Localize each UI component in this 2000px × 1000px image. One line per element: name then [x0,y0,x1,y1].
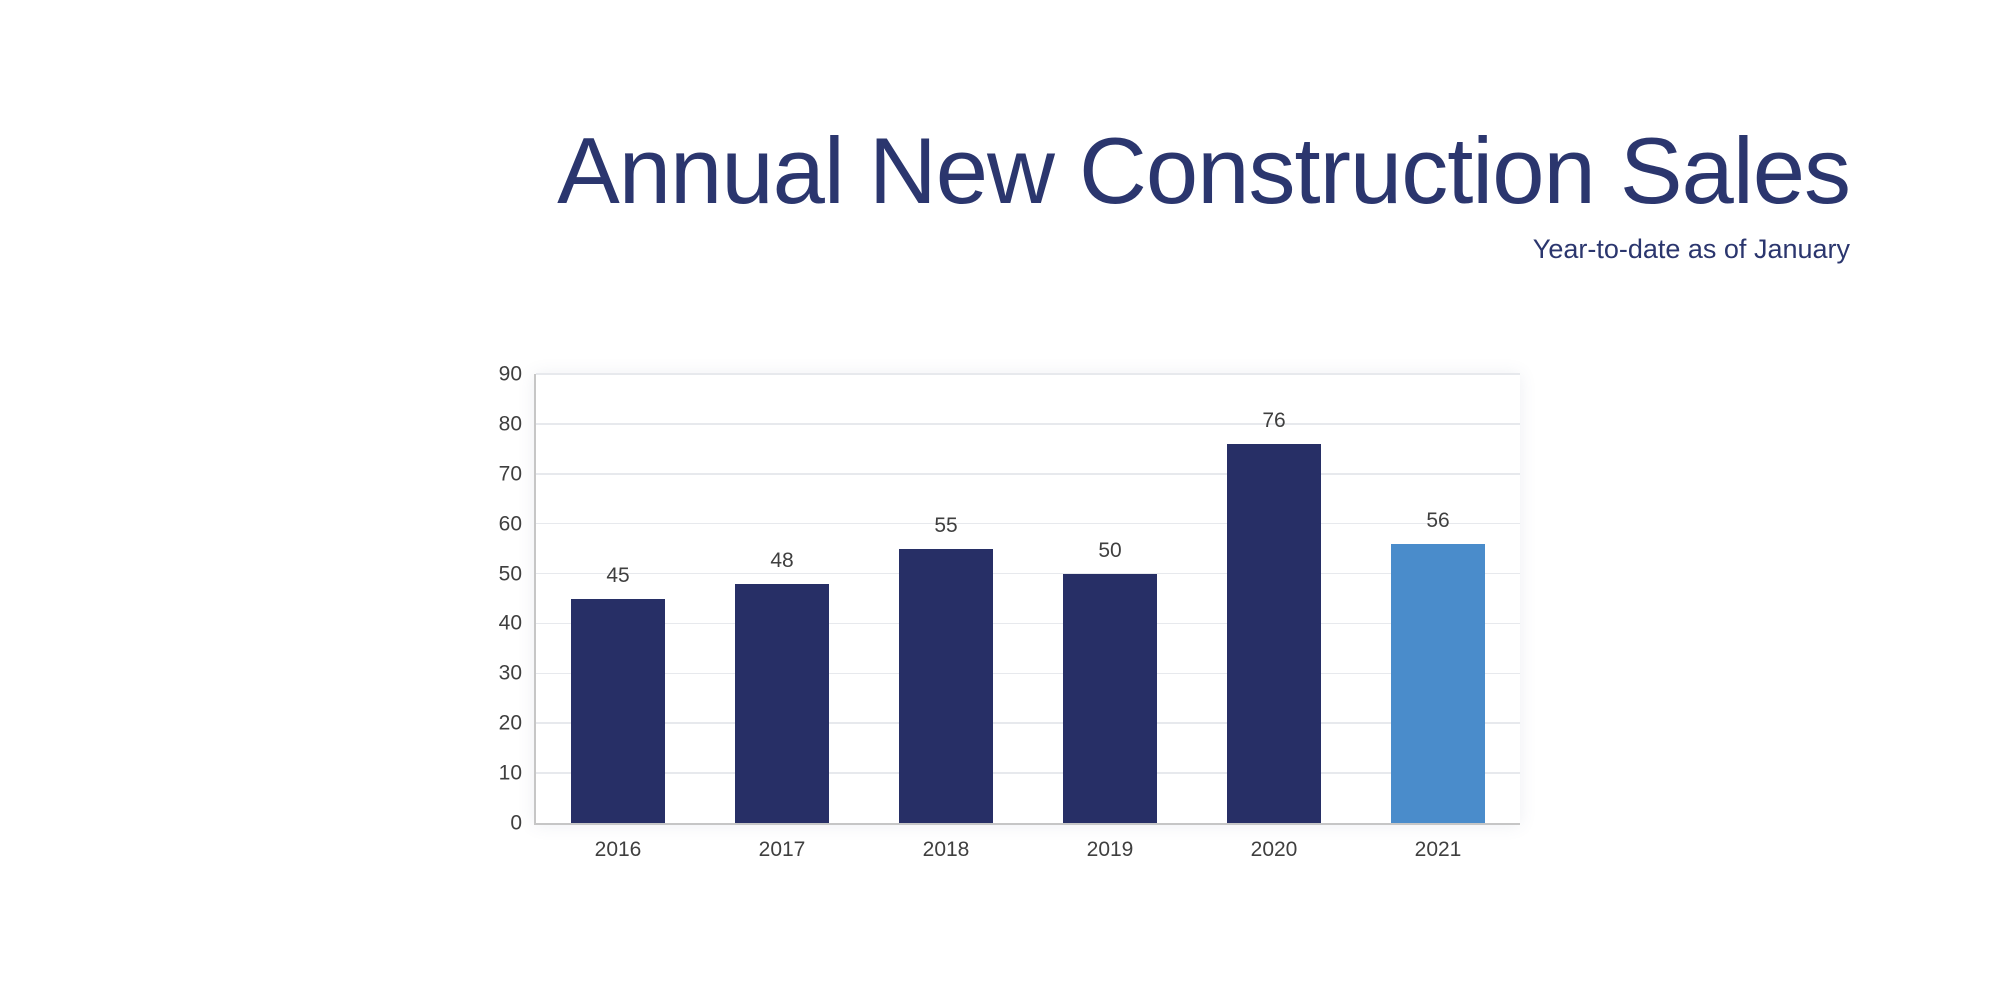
gridline [536,373,1520,375]
title-block: Annual New Construction Sales Year-to-da… [557,118,1851,265]
x-axis-tick-label: 2018 [922,838,970,861]
bar-2020 [1227,443,1321,823]
y-axis-tick-label: 40 [498,611,522,635]
y-axis-tick-label: 30 [498,661,522,685]
bar-2018 [899,548,993,823]
gridline [536,473,1520,475]
x-axis-tick-label: 2021 [1414,838,1462,861]
bar-2021 [1391,543,1485,823]
gridline [536,423,1520,425]
y-axis-tick-label: 70 [498,462,522,486]
bar-2017 [735,583,829,823]
gridline [536,672,1520,675]
bar-value-label: 48 [770,548,794,572]
bar-2019 [1063,573,1157,823]
x-axis-tick-label: 2019 [1086,838,1134,861]
bar-chart-plot-area: 0 10 20 30 40 50 60 70 80 90 45 2016 48 2017 55 2018 50 2… [499,364,1520,860]
bar-value-label: 56 [1426,508,1450,532]
x-axis-tick-label: 2020 [1250,838,1298,861]
y-axis-tick-label: 20 [498,711,522,735]
y-axis-tick-label: 90 [498,362,522,386]
bar-value-label: 76 [1262,408,1286,432]
gridline [536,722,1520,724]
page-subtitle: Year-to-date as of January [1532,234,1850,264]
y-axis-tick-label: 0 [510,811,522,835]
y-axis-tick-label: 50 [498,562,522,586]
gridline [536,522,1520,525]
gridline [536,572,1520,575]
page-title: Annual New Construction Sales [557,118,1851,223]
y-axis-tick-label: 10 [498,761,522,785]
bar-value-label: 50 [1098,538,1122,562]
gridline [536,622,1520,625]
bar-2016 [571,598,665,823]
bar-value-label: 45 [606,563,630,587]
x-axis-tick-label: 2017 [758,838,806,861]
x-axis-tick-label: 2016 [594,838,642,861]
y-axis-tick-label: 80 [498,412,522,436]
bar-value-label: 55 [934,513,958,537]
gridline [536,772,1520,774]
y-axis-tick-label: 60 [498,512,522,536]
